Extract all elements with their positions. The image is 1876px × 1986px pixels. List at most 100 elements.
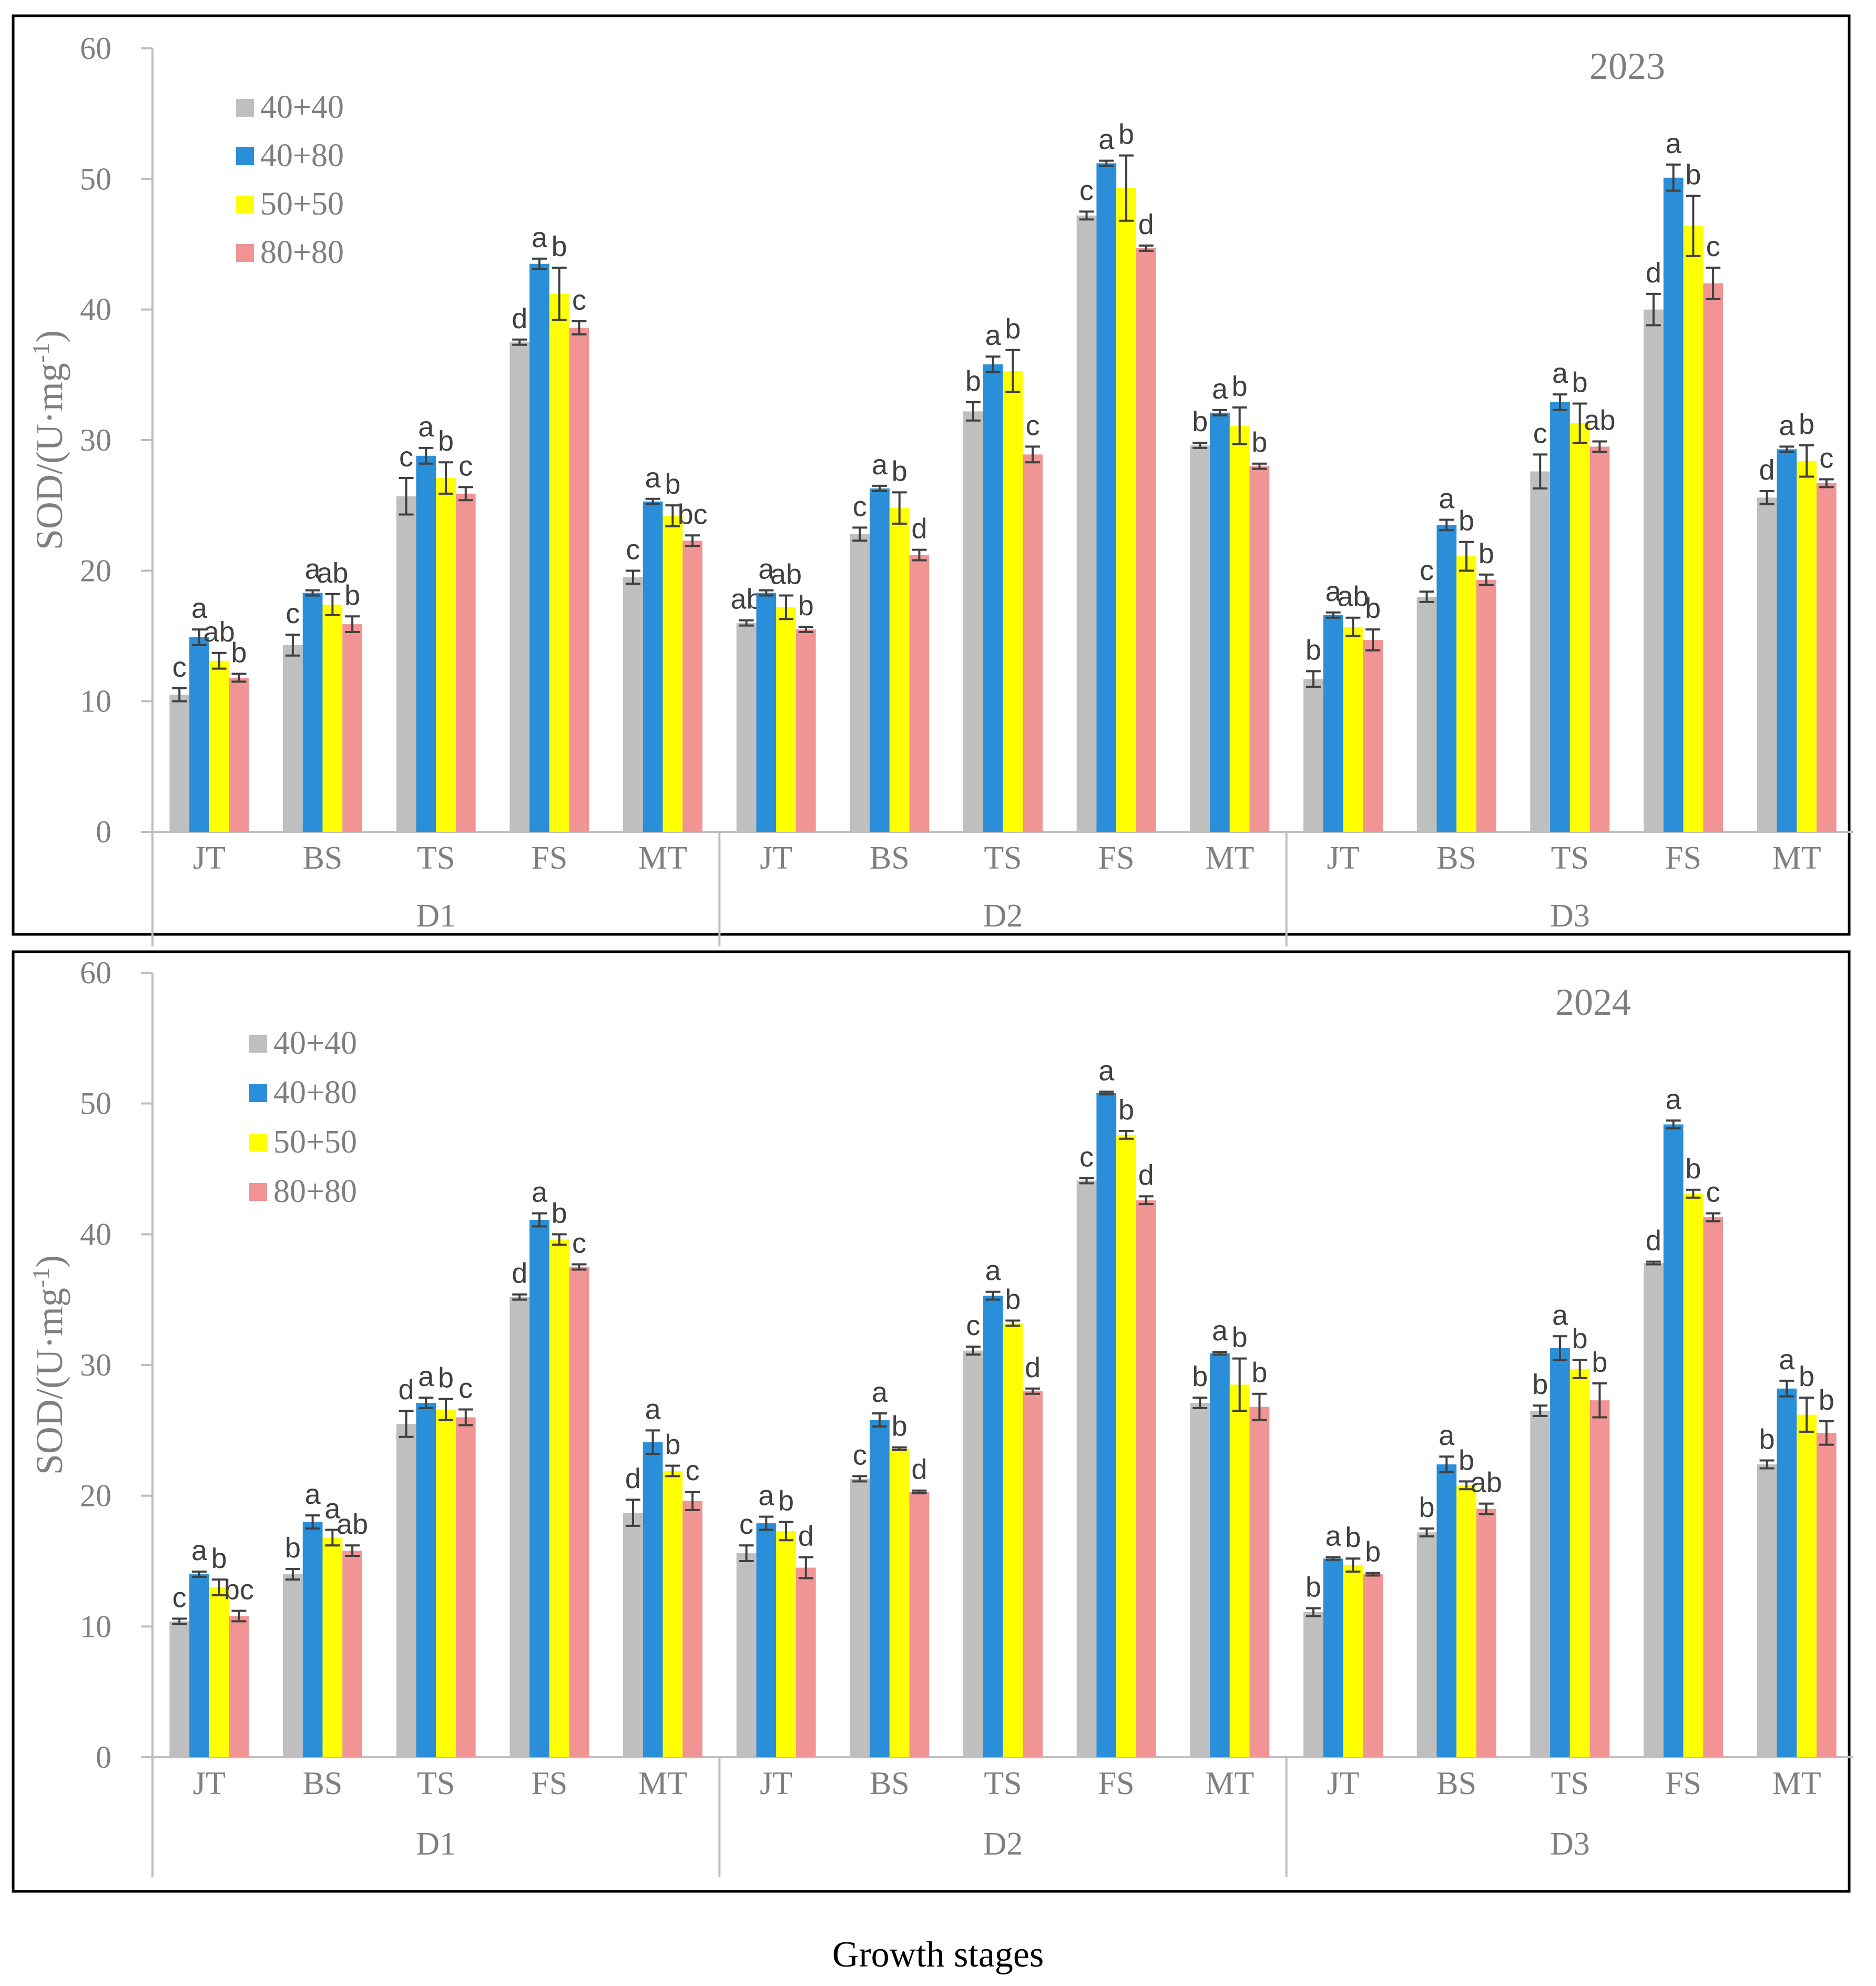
significance-letter: c: [626, 534, 640, 565]
bar: [396, 1423, 416, 1757]
significance-letter: c: [686, 1455, 700, 1486]
bar: [189, 1574, 209, 1757]
significance-letter: b: [1572, 366, 1588, 398]
significance-letter: a: [418, 411, 434, 443]
bar: [1816, 1433, 1837, 1757]
legend-entry: 40+80: [260, 138, 344, 174]
bar: [1116, 188, 1136, 832]
significance-letter: b: [1799, 1361, 1814, 1392]
stage-label: TS: [1551, 1766, 1589, 1801]
bar: [1076, 1180, 1097, 1757]
significance-letter: c: [572, 284, 586, 316]
bar: [850, 1479, 870, 1757]
bar: [436, 478, 456, 832]
bar: [850, 534, 870, 832]
stage-label: BS: [1436, 840, 1476, 876]
bar: [1003, 1323, 1023, 1757]
y-axis-title: SOD/(U·mg-1): [27, 1255, 71, 1475]
legend-entry: 80+80: [273, 1174, 357, 1209]
significance-letter: a: [645, 1393, 661, 1425]
significance-letter: a: [758, 554, 774, 585]
bar: [1456, 1485, 1476, 1757]
significance-letter: a: [1552, 358, 1568, 389]
significance-letter: b: [798, 590, 814, 622]
bar: [1777, 1388, 1797, 1757]
significance-letter: d: [512, 1258, 527, 1289]
significance-letter: b: [438, 1362, 454, 1394]
significance-letter: c: [286, 598, 300, 629]
bar: [1363, 639, 1383, 832]
significance-letter: b: [1232, 371, 1248, 402]
significance-letter: d: [1138, 1159, 1154, 1191]
bar: [283, 645, 303, 832]
bar: [569, 1267, 589, 1757]
significance-letter: a: [1439, 1420, 1455, 1451]
bar: [1816, 483, 1837, 832]
significance-letter: b: [552, 1197, 567, 1229]
bar: [1190, 445, 1210, 832]
significance-letter: d: [512, 303, 527, 334]
bar: [1683, 1194, 1704, 1757]
significance-letter: d: [1646, 1225, 1661, 1257]
stage-label: JT: [760, 1766, 792, 1801]
significance-letter: bc: [224, 1574, 254, 1605]
stage-label: FS: [1665, 1766, 1701, 1801]
significance-letter: ab: [1584, 404, 1615, 436]
legend-entry: 80+80: [260, 235, 344, 270]
significance-letter: a: [191, 593, 208, 624]
bar: [529, 1219, 549, 1757]
significance-letter: b: [1419, 1492, 1435, 1523]
bar: [569, 328, 589, 832]
bar: [1303, 1612, 1323, 1757]
significance-letter: a: [1552, 1299, 1568, 1331]
group-label: D2: [983, 898, 1023, 934]
bar: [623, 1512, 643, 1757]
bar: [1550, 402, 1570, 832]
significance-letter: c: [172, 1582, 187, 1613]
bar: [169, 1621, 190, 1757]
stage-label: BS: [303, 840, 343, 876]
significance-letter: bc: [678, 498, 708, 530]
chart-title: 2023: [1589, 45, 1665, 87]
bar: [1303, 679, 1323, 832]
significance-letter: b: [1005, 1284, 1021, 1315]
bar: [1530, 1411, 1551, 1757]
significance-letter: a: [418, 1361, 434, 1392]
significance-letter: b: [1118, 119, 1134, 150]
significance-letter: ab: [1337, 581, 1369, 613]
significance-letter: a: [1439, 483, 1455, 514]
significance-letter: b: [1251, 1357, 1267, 1389]
bar: [909, 1492, 930, 1757]
bar: [1683, 226, 1704, 832]
significance-letter: c: [172, 651, 187, 683]
significance-letter: b: [552, 231, 567, 262]
legend-swatch: [236, 244, 254, 262]
bar: [1456, 556, 1476, 832]
stage-label: MT: [1772, 840, 1821, 876]
panel-frame: [12, 14, 1851, 936]
significance-letter: d: [1759, 454, 1775, 486]
bar: [983, 364, 1003, 832]
stage-label: TS: [984, 1766, 1022, 1801]
significance-letter: ab: [317, 557, 348, 589]
stage-label: MT: [638, 840, 687, 876]
bar: [189, 637, 209, 832]
bar: [1116, 1135, 1136, 1757]
bar: [870, 488, 890, 832]
significance-letter: ab: [1471, 1467, 1502, 1499]
bar: [1476, 1509, 1496, 1757]
bar: [1530, 471, 1551, 832]
significance-letter: b: [285, 1532, 301, 1564]
significance-letter: b: [1005, 313, 1021, 345]
significance-letter: b: [1685, 159, 1701, 191]
significance-letter: c: [399, 441, 413, 473]
y-tick-label: 10: [80, 1609, 111, 1644]
significance-letter: b: [231, 637, 247, 669]
bar: [1210, 412, 1230, 832]
bar: [209, 660, 229, 832]
significance-letter: d: [1025, 1352, 1041, 1383]
bar: [736, 623, 757, 832]
bar: [283, 1574, 303, 1757]
significance-letter: a: [1212, 373, 1228, 405]
